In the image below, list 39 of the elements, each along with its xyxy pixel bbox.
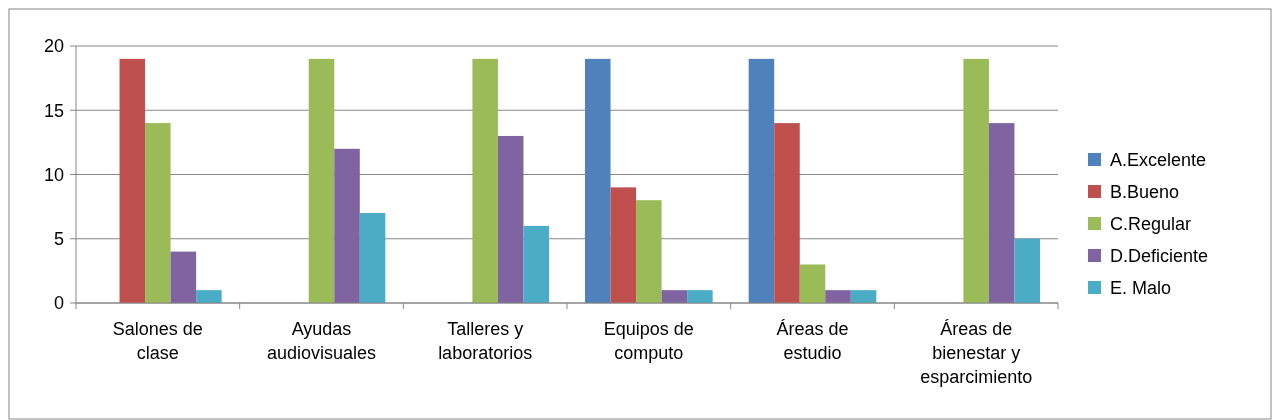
bar [850,290,877,303]
bar [523,225,549,303]
y-tick-label: 5 [53,229,64,250]
bar [170,251,197,303]
y-tick-label: 20 [43,36,64,57]
bar [308,58,335,303]
x-tick-label: Salones de clase [112,319,203,363]
bar [497,135,524,303]
x-tick-label: Áreas de estudio [776,319,849,363]
bar [687,290,713,303]
bar [334,148,360,303]
y-tick-label: 15 [43,100,64,121]
bar [610,187,637,303]
bar [585,58,611,303]
bar [825,290,851,303]
bar [119,58,146,303]
y-tick-label: 10 [43,164,64,185]
legend-label: E. Malo [1110,278,1172,299]
bar [145,123,171,303]
bar [799,264,826,303]
x-tick-label: Equipos de computo [603,319,694,363]
x-tick-label: Ayudas audiovisuales [266,319,377,363]
bar [963,58,989,303]
x-tick-label: Talleres y laboratorios [438,319,533,363]
bar [359,213,386,303]
legend-label: D.Deficiente [1110,246,1209,267]
y-tick-label: 0 [53,293,64,314]
bar [748,58,775,303]
legend-label: A.Excelente [1110,150,1207,171]
bar [196,290,222,303]
bar [1014,238,1040,303]
bar [661,290,688,303]
legend-label: B.Bueno [1110,182,1180,203]
bar [472,58,498,303]
bar [988,123,1015,303]
bar [636,200,662,303]
bar [774,123,800,303]
x-tick-label: Áreas de bienestar y esparcimiento [920,319,1033,387]
legend-label: C.Regular [1110,214,1192,235]
